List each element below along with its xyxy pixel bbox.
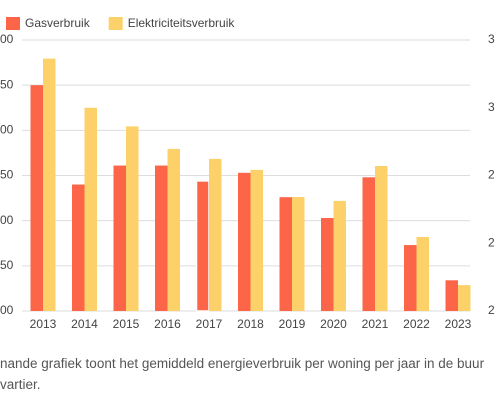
x-tick-label: 2022 xyxy=(403,317,430,331)
x-tick-label: 2016 xyxy=(154,317,181,331)
chart: 00 50 00 50 00 50 00 3 3 2 2 2 Gasverbruik Elektricit… xyxy=(0,16,495,331)
bar xyxy=(72,184,85,311)
bar xyxy=(113,165,126,311)
caption-line: vartier. xyxy=(0,377,41,392)
legend-label: Elektriciteitsverbruik xyxy=(128,16,236,30)
x-tick-label: 2019 xyxy=(279,317,306,331)
bar xyxy=(250,169,263,311)
bar xyxy=(155,165,168,311)
y-tick-label: 00 xyxy=(0,303,14,317)
bar xyxy=(209,158,222,311)
y2-tick-label: 3 xyxy=(488,100,495,114)
x-tick-label: 2023 xyxy=(445,317,472,331)
bar xyxy=(416,236,429,311)
x-tick-label: 2014 xyxy=(71,317,98,331)
y-tick-label: 50 xyxy=(0,258,14,272)
legend-swatch xyxy=(108,17,123,30)
x-tick-label: 2015 xyxy=(113,317,140,331)
legend-label: Gasverbruik xyxy=(25,16,91,30)
bar xyxy=(279,197,292,311)
bar xyxy=(458,285,471,311)
caption-line: nande grafiek toont het gemiddeld energi… xyxy=(0,356,485,371)
y2-tick-label: 2 xyxy=(488,168,495,182)
bar xyxy=(84,107,97,311)
bar xyxy=(30,85,43,312)
x-tick-label: 2013 xyxy=(30,317,57,331)
y-tick-label: 00 xyxy=(0,123,14,137)
bar xyxy=(43,58,56,311)
bar xyxy=(375,166,388,311)
bar xyxy=(445,280,458,311)
x-tick-label: 2018 xyxy=(237,317,264,331)
legend-swatch xyxy=(6,17,20,30)
y2-tick-label: 2 xyxy=(488,235,495,249)
bar xyxy=(238,172,251,311)
y2-tick-label: 2 xyxy=(488,303,495,317)
bar xyxy=(333,200,346,311)
bar xyxy=(167,148,180,311)
bar xyxy=(195,180,210,312)
bar xyxy=(292,197,305,311)
y-tick-label: 50 xyxy=(0,77,14,91)
y-tick-label: 50 xyxy=(0,168,14,182)
caption: nande grafiek toont het gemiddeld energi… xyxy=(0,353,484,395)
bar xyxy=(321,217,334,311)
y2-tick-label: 3 xyxy=(488,32,495,46)
bar xyxy=(126,126,139,311)
bar xyxy=(362,177,375,311)
bar xyxy=(404,245,417,311)
x-tick-label: 2017 xyxy=(196,317,223,331)
y-tick-label: 00 xyxy=(0,213,14,227)
x-tick-label: 2021 xyxy=(362,317,389,331)
x-tick-label: 2020 xyxy=(320,317,347,331)
y-tick-label: 00 xyxy=(0,32,14,46)
